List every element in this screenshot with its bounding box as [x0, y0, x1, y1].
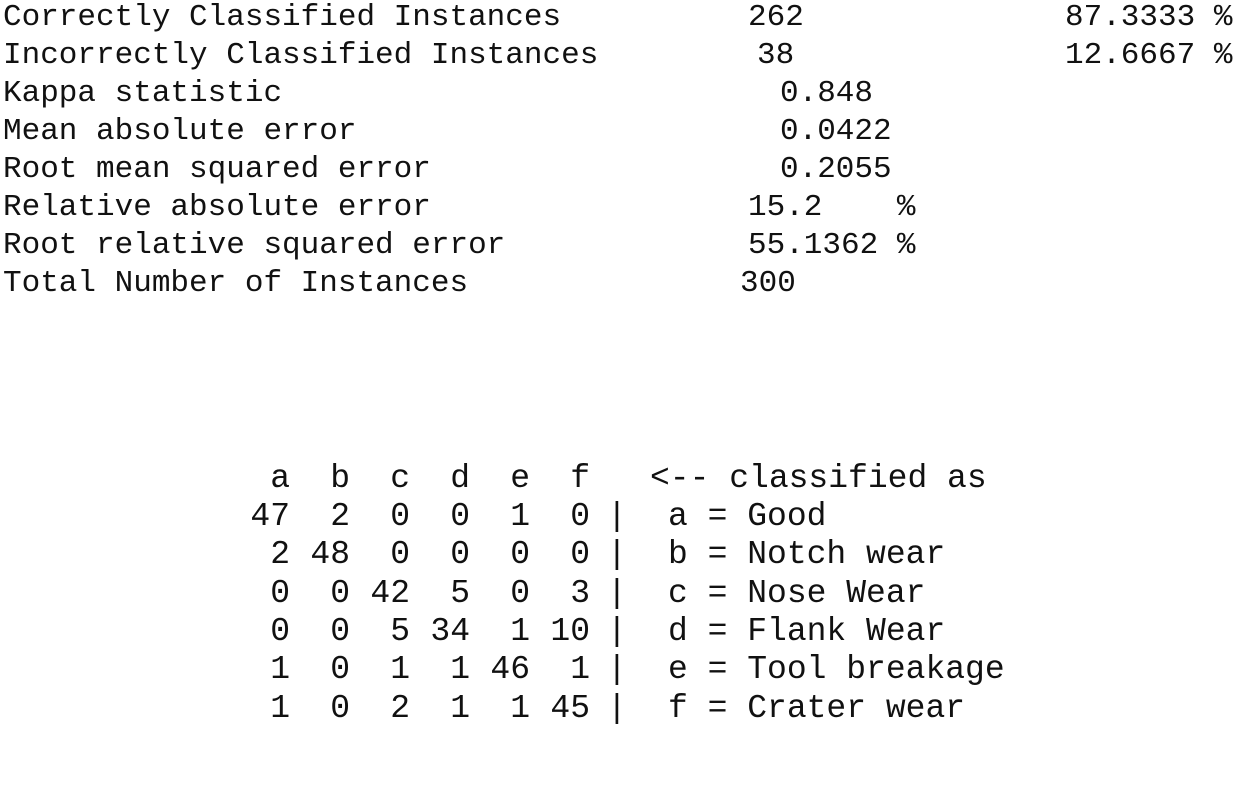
- matrix-cell: 48: [310, 536, 350, 574]
- matrix-header-c: c: [390, 460, 410, 497]
- matrix-separator: |: [607, 612, 627, 650]
- matrix-cell: 0: [450, 536, 470, 574]
- matrix-header-b: b: [330, 460, 350, 497]
- summary-label: Incorrectly Classified Instances: [3, 38, 599, 73]
- matrix-row-label: c = Nose Wear: [668, 574, 926, 612]
- matrix-cell: 34: [430, 612, 470, 650]
- matrix-cell: 1: [510, 612, 530, 650]
- summary-label: Correctly Classified Instances: [3, 0, 562, 35]
- matrix-cell: 42: [370, 574, 410, 612]
- matrix-cell: 1: [270, 651, 290, 689]
- matrix-header-d: d: [450, 460, 470, 497]
- matrix-row-label: e = Tool breakage: [668, 651, 1005, 689]
- matrix-separator: |: [607, 536, 627, 574]
- matrix-cell: 0: [330, 612, 350, 650]
- matrix-cell: 46: [490, 651, 530, 689]
- matrix-row-label: d = Flank Wear: [668, 612, 946, 650]
- summary-label: Total Number of Instances: [3, 266, 469, 301]
- matrix-cell: 1: [450, 689, 470, 727]
- summary-value: 0.848: [780, 76, 874, 111]
- matrix-cell: 1: [390, 651, 410, 689]
- matrix-row-label: a = Good: [668, 498, 827, 535]
- matrix-cell: 3: [570, 574, 590, 612]
- matrix-separator: |: [607, 574, 627, 612]
- summary-value: 262: [748, 0, 804, 35]
- matrix-cell: 1: [270, 689, 290, 727]
- summary-percent: 87.3333 %: [1065, 0, 1233, 35]
- matrix-cell: 5: [390, 612, 410, 650]
- matrix-header-caption: <-- classified as: [650, 460, 987, 497]
- summary-label: Root mean squared error: [3, 152, 431, 187]
- summary-value: 15.2 %: [748, 190, 916, 225]
- matrix-row-label: b = Notch wear: [668, 536, 946, 574]
- matrix-cell: 1: [450, 651, 470, 689]
- summary-label: Mean absolute error: [3, 114, 357, 149]
- summary-label: Kappa statistic: [3, 76, 283, 111]
- summary-label: Root relative squared error: [3, 228, 506, 263]
- matrix-header-e: e: [510, 460, 530, 497]
- matrix-cell: 0: [450, 498, 470, 535]
- matrix-cell: 0: [510, 536, 530, 574]
- matrix-cell: 0: [270, 612, 290, 650]
- matrix-separator: |: [607, 689, 627, 727]
- matrix-cell: 45: [550, 689, 590, 727]
- matrix-cell: 1: [570, 651, 590, 689]
- matrix-header-f: f: [570, 460, 590, 497]
- matrix-cell: 2: [390, 689, 410, 727]
- summary-value: 0.0422: [780, 114, 892, 149]
- matrix-cell: 0: [390, 498, 410, 535]
- matrix-cell: 0: [270, 574, 290, 612]
- matrix-cell: 1: [510, 689, 530, 727]
- matrix-cell: 0: [510, 574, 530, 612]
- matrix-cell: 0: [390, 536, 410, 574]
- matrix-separator: |: [607, 498, 627, 535]
- matrix-cell: 0: [330, 689, 350, 727]
- summary-percent: 12.6667 %: [1065, 38, 1233, 73]
- matrix-cell: 2: [330, 498, 350, 535]
- matrix-cell: 0: [570, 536, 590, 574]
- matrix-cell: 10: [550, 612, 590, 650]
- matrix-cell: 1: [510, 498, 530, 535]
- summary-value: 0.2055: [780, 152, 892, 187]
- summary-value: 38: [757, 38, 795, 73]
- matrix-separator: |: [607, 651, 627, 689]
- matrix-cell: 0: [330, 651, 350, 689]
- summary-value: 55.1362 %: [748, 228, 916, 263]
- matrix-cell: 2: [270, 536, 290, 574]
- summary-value: 300: [740, 266, 796, 301]
- matrix-cell: 0: [570, 498, 590, 535]
- matrix-cell: 47: [250, 498, 290, 535]
- matrix-cell: 0: [330, 574, 350, 612]
- matrix-header-a: a: [270, 460, 290, 497]
- matrix-cell: 5: [450, 574, 470, 612]
- summary-label: Relative absolute error: [3, 190, 431, 225]
- matrix-row-label: f = Crater wear: [668, 689, 966, 727]
